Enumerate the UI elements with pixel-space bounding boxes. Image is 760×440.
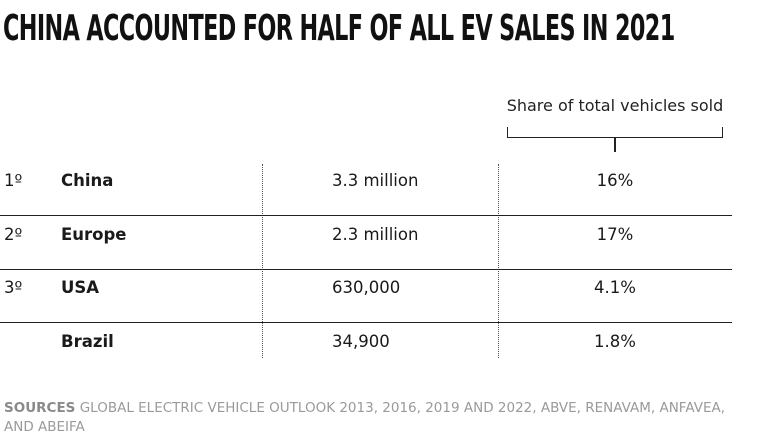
share-cell: 17% — [596, 225, 634, 244]
table-row: 2º Europe 2.3 million 17% — [0, 217, 732, 270]
country-cell: China — [61, 171, 114, 190]
chart-title: CHINA ACCOUNTED FOR HALF OF ALL EV SALES… — [3, 8, 675, 49]
country-cell: USA — [61, 278, 100, 297]
rank-cell: 3º — [4, 278, 23, 297]
sales-cell: 630,000 — [332, 278, 401, 297]
sales-cell: 3.3 million — [332, 171, 419, 190]
table-row: 3º USA 630,000 4.1% — [0, 270, 732, 323]
source-note: SOURCES GLOBAL ELECTRIC VEHICLE OUTLOOK … — [4, 399, 744, 437]
share-cell: 16% — [596, 171, 634, 190]
sales-cell: 2.3 million — [332, 225, 419, 244]
column-divider-1 — [262, 164, 263, 358]
column-divider-2 — [498, 164, 499, 358]
share-cell: 1.8% — [594, 332, 636, 351]
sales-cell: 34,900 — [332, 332, 390, 351]
share-cell: 4.1% — [594, 278, 636, 297]
source-text: GLOBAL ELECTRIC VEHICLE OUTLOOK 2013, 20… — [4, 400, 725, 435]
rank-cell: 2º — [4, 225, 23, 244]
country-cell: Brazil — [61, 332, 114, 351]
header-bracket-stem — [614, 138, 616, 152]
table-row: Brazil 34,900 1.8% — [0, 324, 732, 376]
rank-cell: 1º — [4, 171, 23, 190]
table-row: 1º China 3.3 million 16% — [0, 163, 732, 216]
source-label: SOURCES — [4, 400, 76, 416]
header-bracket — [507, 127, 723, 138]
country-cell: Europe — [61, 225, 127, 244]
share-column-header: Share of total vehicles sold — [506, 96, 724, 115]
